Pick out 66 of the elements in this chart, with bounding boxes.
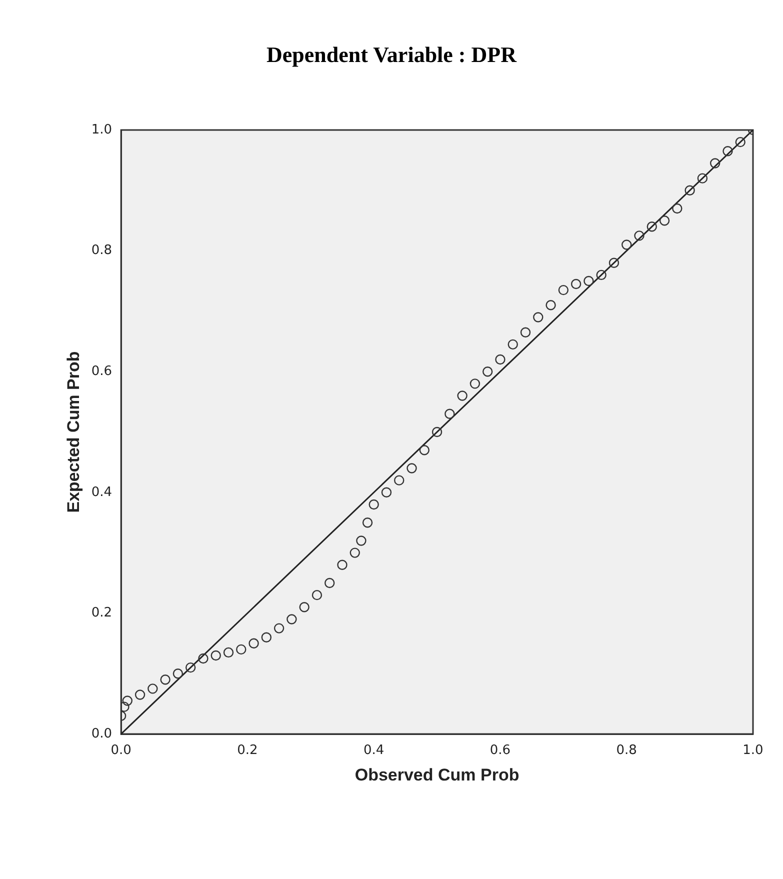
y-tick-label: 0.4 — [91, 484, 112, 500]
chart-title: Dependent Variable : DPR — [266, 42, 518, 68]
point — [261, 632, 272, 642]
point — [274, 623, 284, 634]
point — [722, 146, 733, 156]
point — [236, 644, 246, 655]
point — [608, 258, 620, 268]
point — [185, 662, 196, 673]
point — [482, 366, 493, 377]
point — [350, 548, 360, 558]
point — [546, 300, 556, 310]
point — [148, 684, 158, 694]
point — [558, 284, 569, 296]
point — [672, 203, 682, 214]
point — [419, 445, 430, 456]
point — [286, 614, 297, 624]
point — [570, 278, 582, 290]
point — [596, 270, 606, 280]
point — [495, 354, 506, 365]
point — [312, 590, 322, 600]
y-tick-label: 0.0 — [91, 726, 112, 742]
y-axis-title: Expected Cum Prob — [64, 351, 83, 513]
point — [122, 696, 132, 706]
point — [646, 222, 657, 232]
point — [622, 240, 632, 250]
point — [735, 136, 746, 148]
x-tick-label: 0.6 — [490, 743, 511, 758]
point — [324, 578, 335, 588]
point — [337, 560, 348, 570]
x-axis-title: Observed Cum Prob — [354, 765, 520, 784]
y-tick-label: 0.8 — [91, 243, 112, 258]
y-tick-label: 1.0 — [91, 122, 112, 138]
x-tick-label: 0.8 — [616, 743, 637, 758]
point — [368, 499, 379, 510]
point — [457, 390, 468, 401]
point — [134, 690, 146, 700]
point — [634, 230, 644, 241]
point — [710, 158, 720, 168]
x-tick-label: 0.2 — [237, 743, 258, 758]
point — [508, 339, 518, 350]
point — [470, 378, 480, 389]
point — [697, 173, 708, 184]
point — [684, 185, 695, 196]
point — [394, 475, 404, 486]
point — [659, 216, 670, 226]
x-tick-label: 0.0 — [110, 743, 132, 758]
point — [223, 647, 234, 658]
point — [520, 327, 531, 338]
point — [198, 653, 208, 664]
point — [381, 487, 392, 498]
x-tick-label: 1.0 — [742, 743, 764, 758]
x-tick-label: 0.4 — [364, 743, 384, 758]
point — [248, 638, 259, 648]
point — [362, 518, 373, 528]
point — [356, 536, 366, 546]
y-tick-label: 0.6 — [91, 364, 112, 379]
point — [172, 668, 184, 679]
point — [444, 408, 455, 419]
point — [210, 650, 221, 661]
point — [584, 276, 594, 286]
y-tick-label: 0.2 — [91, 606, 112, 621]
point — [432, 426, 442, 438]
point — [533, 312, 544, 322]
point — [299, 602, 310, 612]
point — [406, 463, 417, 474]
point — [160, 674, 170, 685]
